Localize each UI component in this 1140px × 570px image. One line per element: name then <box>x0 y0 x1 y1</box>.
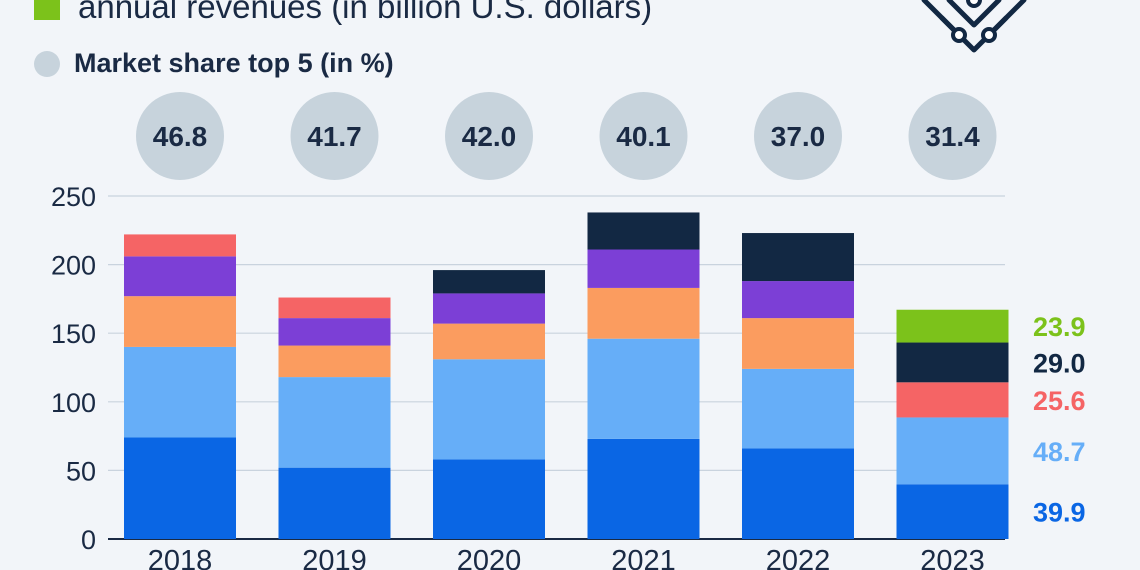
market-share-label: 40.1 <box>616 121 671 152</box>
bar-segment <box>433 293 545 324</box>
bar-segment <box>124 437 236 539</box>
bar-segment <box>278 345 391 378</box>
market-share-label: 31.4 <box>925 121 980 152</box>
bar-segment <box>742 448 854 539</box>
y-tick-label: 50 <box>66 456 96 486</box>
x-tick-label: 2019 <box>302 545 367 570</box>
bar-segment <box>896 342 1009 383</box>
bar-segment <box>587 249 700 288</box>
bar-segment <box>124 256 236 297</box>
market-share-bubble <box>445 92 533 180</box>
legend-market-share-swatch <box>34 50 60 77</box>
bar-segment <box>433 270 545 294</box>
bar-segment <box>587 287 700 339</box>
x-tick-label: 2020 <box>457 545 522 570</box>
market-share-bubble <box>599 92 688 180</box>
legend-market-share: Market share top 5 (in %) <box>34 48 394 79</box>
bar-segment <box>742 281 854 319</box>
y-tick-label: 250 <box>51 182 96 212</box>
bar-segment <box>433 323 545 360</box>
bar-segment <box>433 359 545 460</box>
x-tick-label: 2018 <box>148 545 213 570</box>
bar-segment <box>587 338 700 439</box>
market-share-bubble <box>908 92 997 180</box>
end-value-label: 23.9 <box>1033 312 1086 342</box>
chip-circuit-icon <box>904 0 1044 75</box>
x-tick-label: 2021 <box>611 545 676 570</box>
bar-segment <box>587 438 700 539</box>
end-value-label: 25.6 <box>1033 386 1086 416</box>
bar-segment <box>896 484 1009 539</box>
bar-segment <box>278 318 391 346</box>
bar-segment <box>742 368 854 449</box>
bar-segment <box>433 459 545 539</box>
legend-revenues-label: annual revenues (in billion U.S. dollars… <box>78 0 653 25</box>
legend-revenues: annual revenues (in billion U.S. dollars… <box>34 0 652 26</box>
market-share-bubble <box>290 92 379 180</box>
bar-segment <box>124 346 236 438</box>
bar-segment <box>124 296 236 347</box>
bar-segment <box>742 318 854 369</box>
bar-segment <box>278 377 391 468</box>
legend-market-share-label: Market share top 5 (in %) <box>74 48 394 78</box>
end-value-label: 29.0 <box>1033 348 1086 378</box>
bar-segment <box>278 467 391 539</box>
market-share-label: 41.7 <box>307 121 362 152</box>
market-share-label: 42.0 <box>462 121 517 152</box>
y-tick-label: 200 <box>51 251 96 281</box>
bar-segment <box>278 297 391 319</box>
y-tick-label: 100 <box>51 388 96 418</box>
x-tick-label: 2023 <box>920 545 985 570</box>
bar-segment <box>896 382 1009 418</box>
x-tick-label: 2022 <box>766 545 831 570</box>
end-value-label: 39.9 <box>1033 498 1086 528</box>
market-share-label: 37.0 <box>771 121 826 152</box>
bar-segment <box>896 417 1009 485</box>
bar-segment <box>124 234 236 257</box>
bar-segment <box>742 233 854 282</box>
bar-segment <box>587 212 700 250</box>
legend-revenues-swatch <box>34 0 60 20</box>
market-share-bubble <box>754 92 842 180</box>
y-tick-label: 0 <box>81 525 96 555</box>
market-share-label: 46.8 <box>153 121 208 152</box>
market-share-bubble <box>136 92 224 180</box>
end-value-label: 48.7 <box>1033 437 1086 467</box>
bar-segment <box>896 309 1009 343</box>
y-tick-label: 150 <box>51 319 96 349</box>
